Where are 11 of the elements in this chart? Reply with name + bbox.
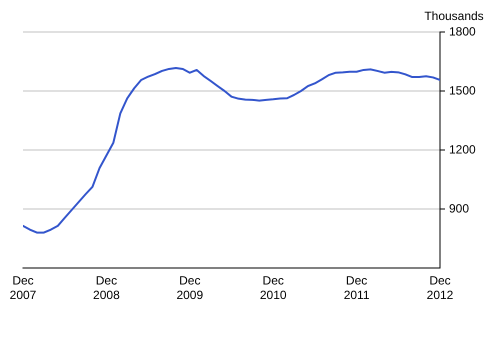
y-tick-label: 1800 xyxy=(449,24,476,38)
x-tick-label: Dec 2007 xyxy=(10,274,37,302)
x-tick-label: Dec 2008 xyxy=(93,274,120,302)
x-tick-label: Dec 2010 xyxy=(260,274,287,302)
y-tick-label: 1200 xyxy=(449,142,476,156)
x-tick-label: Dec 2009 xyxy=(176,274,204,302)
x-tick-label: Dec 2012 xyxy=(426,274,454,302)
y-tick-label: 900 xyxy=(449,201,470,216)
y-tick-label: 1500 xyxy=(449,83,476,98)
y-axis-title: Thousands xyxy=(424,9,484,23)
x-tick-label: Dec 2011 xyxy=(344,274,370,302)
